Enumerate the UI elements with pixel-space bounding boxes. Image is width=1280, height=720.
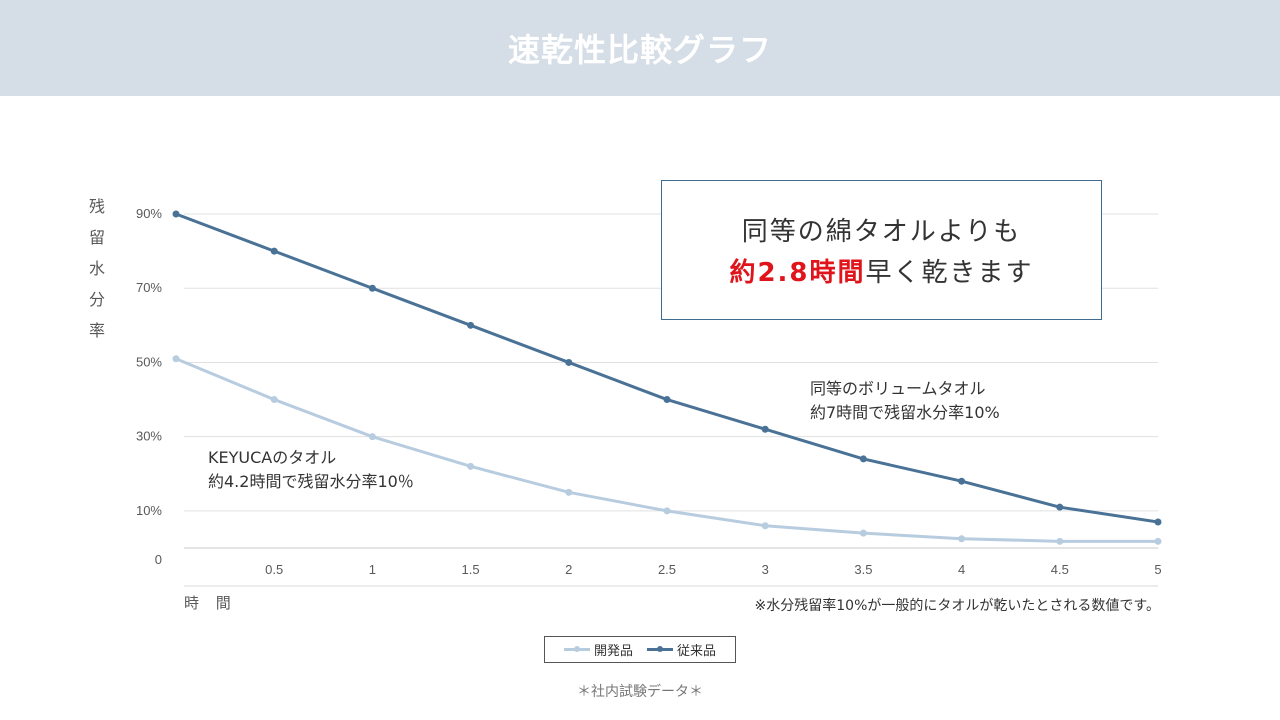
x-tick-label: 3 (762, 562, 769, 577)
data-point-developed (1056, 537, 1064, 545)
y-axis-label: 残留水分率 (89, 197, 105, 340)
data-point-conventional (1154, 518, 1162, 526)
y-axis-label-char: 水 (89, 259, 105, 278)
y-tick-label: 50% (136, 354, 162, 369)
legend-swatch-developed (563, 646, 590, 652)
data-point-conventional (368, 284, 376, 292)
header-banner: 速乾性比較グラフ (0, 0, 1280, 96)
y-axis-ticks: 0 10% 30% 50% 70% 90% (136, 206, 162, 567)
data-point-conventional (1056, 503, 1064, 511)
x-tick-label: 5 (1154, 562, 1161, 577)
series-lines (172, 210, 1162, 545)
data-point-conventional (467, 321, 475, 329)
data-point-developed (1154, 537, 1162, 545)
y-axis-label-char: 分 (89, 290, 105, 309)
developed-annotation-line1: KEYUCAのタオル (208, 448, 336, 467)
data-point-developed (761, 522, 769, 530)
data-point-developed (467, 462, 475, 470)
page-title: 速乾性比較グラフ (507, 31, 772, 69)
y-tick-label: 10% (136, 503, 162, 518)
x-tick-label: 2.5 (658, 562, 676, 577)
footer-note: ＊社内試験データ＊ (577, 684, 703, 700)
callout-box: 同等の綿タオルよりも 約2.8時間早く乾きます (661, 180, 1102, 320)
data-point-conventional (172, 210, 180, 218)
callout-line1: 同等の綿タオルよりも (741, 217, 1022, 247)
x-tick-label: 3.5 (854, 562, 872, 577)
conventional-annotation-line2: 約7時間で残留水分率10% (810, 403, 1000, 422)
callout-emphasis: 約2.8時間 (729, 258, 866, 288)
data-point-developed (663, 507, 671, 515)
x-tick-label: 4.5 (1051, 562, 1069, 577)
legend-item-developed: 開発品 (563, 640, 633, 659)
x-tick-label: 4 (958, 562, 965, 577)
y-tick-label: 30% (136, 429, 162, 444)
data-point-developed (368, 433, 376, 441)
data-point-conventional (663, 396, 671, 404)
x-tick-label: 0.5 (265, 562, 283, 577)
y-tick-label: 70% (136, 280, 162, 295)
conventional-annotation-line1: 同等のボリュームタオル (810, 379, 986, 398)
y-axis-label-char: 率 (89, 321, 105, 340)
data-point-developed (172, 355, 180, 363)
x-tick-label: 1 (369, 562, 376, 577)
data-point-conventional (958, 477, 966, 485)
legend-label-developed: 開発品 (593, 644, 633, 659)
data-point-conventional (565, 358, 573, 366)
x-tick-label: 1.5 (462, 562, 480, 577)
data-point-conventional (270, 247, 278, 255)
data-point-developed (859, 529, 867, 537)
y-axis-label-char: 残 (89, 197, 105, 216)
legend: 開発品 従来品 (544, 636, 736, 663)
callout-line2: 約2.8時間早く乾きます (729, 252, 1033, 289)
data-point-developed (270, 396, 278, 404)
x-tick-label: 2 (565, 562, 572, 577)
developed-annotation-line2: 約4.2時間で残留水分率10％ (208, 472, 414, 491)
callout-line2-rest: 早く乾きます (865, 258, 1034, 288)
data-point-conventional (761, 425, 769, 433)
dryness-note: ※水分残留率10%が一般的にタオルが乾いたとされる数値です。 (755, 597, 1160, 614)
y-tick-label: 90% (136, 206, 162, 221)
data-point-developed (565, 488, 573, 496)
x-axis-label: 時 間 (184, 594, 237, 612)
legend-swatch-conventional (647, 646, 673, 652)
legend-item-conventional: 従来品 (647, 640, 716, 659)
data-point-developed (958, 535, 966, 543)
data-point-conventional (859, 455, 867, 463)
x-axis-ticks: 0.5 1 1.5 2 2.5 3 3.5 4 4.5 5 (265, 562, 1161, 577)
legend-label-conventional: 従来品 (677, 644, 717, 659)
y-tick-label: 0 (155, 552, 162, 567)
y-axis-label-char: 留 (89, 228, 105, 247)
